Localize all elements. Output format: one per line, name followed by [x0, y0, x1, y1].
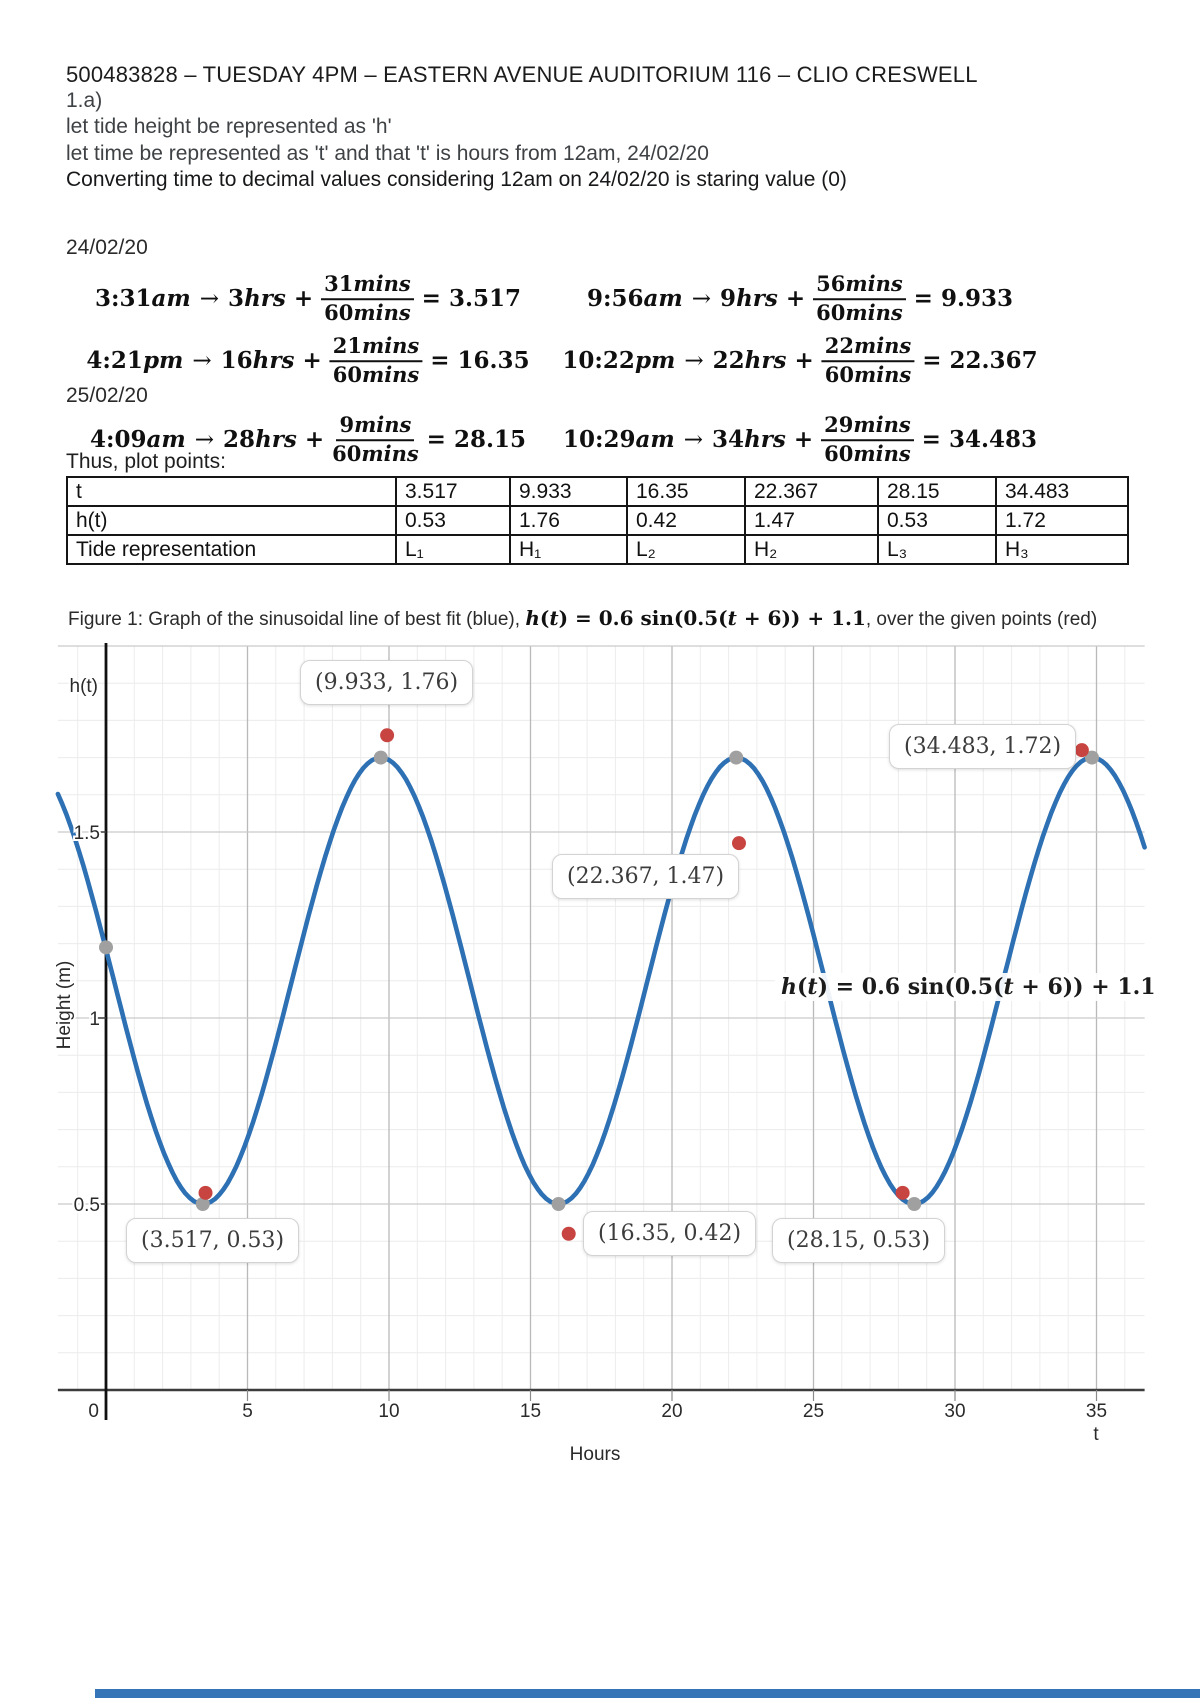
- red-data-point: [198, 1185, 213, 1200]
- time-conversion-equation: 10:29 am → 34 hrs +29mins 60mins = 34.483: [563, 412, 1037, 466]
- gray-curve-point: [195, 1197, 210, 1211]
- x-tick-label: 5: [242, 1401, 253, 1422]
- gray-curve-point: [99, 940, 113, 955]
- gray-curve-point: [551, 1197, 566, 1211]
- gray-curve-point: [1084, 750, 1099, 765]
- value-cell: L₃: [877, 534, 997, 565]
- value-cell: 16.35: [626, 476, 746, 507]
- best-fit-curve: [55, 755, 1147, 1207]
- y-axis-unit-title: Height (m): [54, 961, 75, 1050]
- value-cell: L₂: [626, 534, 746, 565]
- value-cell: H₁: [509, 534, 628, 565]
- time-conversion-equation: 3:31 am → 3 hrs +31mins 60mins = 3.517: [95, 271, 521, 325]
- x-tick-label: 25: [803, 1401, 824, 1422]
- point-label-card: (22.367, 1.47): [552, 854, 740, 899]
- tide-graph: h(t) 0.5 1 1.5 0 5 10 15 20 25 30 35 t Hours Height (m…: [0, 630, 1200, 1510]
- value-cell: L₁: [395, 534, 511, 565]
- figure-caption: Figure 1: Graph of the sinusoidal line o…: [68, 606, 1097, 631]
- time-conversion-equation: 10:22 pm → 22 hrs +22mins 60mins = 22.367: [562, 333, 1038, 387]
- value-cell: 9.933: [509, 476, 628, 507]
- plot-points-table: t 3.517 9.933 16.35 22.367 28.15 34.483 h(t) 0.5…: [66, 476, 1129, 565]
- gray-curve-point: [729, 750, 744, 765]
- y-tick-label: 1: [89, 1009, 100, 1030]
- date-label: 25/02/20: [66, 384, 148, 407]
- x-tick-label: 10: [378, 1401, 399, 1422]
- point-label-card: (16.35, 0.42): [583, 1211, 757, 1256]
- tide-graph-svg: h(t) 0.5 1 1.5 0 5 10 15 20 25 30 35t Hours Height (m…: [52, 643, 1147, 1467]
- x-tick-label: 0: [88, 1401, 99, 1422]
- point-label-card: (28.15, 0.53): [772, 1218, 946, 1263]
- function-equation-label: h(t) = 0.6 sin(0.5(t + 6)) + 1.1: [775, 973, 1162, 1001]
- value-cell: H₂: [744, 534, 879, 565]
- y-axis-title: h(t): [70, 676, 99, 697]
- point-label-card: (9.933, 1.76): [300, 660, 474, 705]
- conversion-note: Converting time to decimal values consid…: [66, 167, 847, 191]
- value-cell: 0.53: [395, 505, 511, 536]
- header-line: 500483828 – TUESDAY 4PM – EASTERN AVENUE…: [66, 62, 978, 87]
- value-cell: 1.72: [995, 505, 1129, 536]
- x-tick-label: 30: [944, 1401, 965, 1422]
- caption-math: h(t) = 0.6 sin(0.5(t + 6)) + 1.1: [525, 606, 866, 630]
- assumption-line-h: let tide height be represented as 'h': [66, 115, 392, 139]
- point-label-card: (3.517, 0.53): [126, 1218, 300, 1263]
- value-cell: 1.76: [509, 505, 628, 536]
- x-tick-label: 35: [1086, 1401, 1107, 1422]
- value-cell: 1.47: [744, 505, 879, 536]
- question-number: 1.a): [66, 89, 103, 113]
- value-cell: 34.483: [995, 476, 1129, 507]
- caption-suffix: , over the given points (red): [865, 609, 1098, 630]
- x-tick-label: 20: [661, 1401, 682, 1422]
- table-row: t 3.517 9.933 16.35 22.367 28.15 34.483: [66, 476, 1129, 507]
- value-cell: H₃: [995, 534, 1129, 565]
- value-cell: 28.15: [877, 476, 997, 507]
- time-conversion-equation: 4:21 pm → 16 hrs +21mins 60mins = 16.35: [86, 333, 530, 387]
- y-tick-label: 0.5: [74, 1195, 100, 1216]
- time-conversion-equation: 9:56 am → 9 hrs +56mins 60mins = 9.933: [587, 271, 1013, 325]
- red-data-point: [561, 1226, 576, 1241]
- table-intro: Thus, plot points:: [66, 450, 226, 473]
- red-data-point: [731, 836, 746, 851]
- value-cell: 3.517: [395, 476, 511, 507]
- assumption-line-t: let time be represented as 't' and that …: [66, 141, 709, 165]
- x-axis-title: Hours: [570, 1444, 621, 1465]
- x-axis-variable-label: t: [1093, 1424, 1099, 1445]
- row-label-cell: t: [66, 476, 397, 507]
- next-page-blue-strip: [95, 1689, 1200, 1698]
- table-row: h(t) 0.53 1.76 0.42 1.47 0.53 1.72: [66, 505, 1129, 536]
- gray-curve-point: [373, 750, 388, 765]
- row-label-cell: h(t): [66, 505, 397, 536]
- time-conversion-equation: 4:09 am → 28 hrs +9mins 60mins = 28.15: [90, 412, 526, 466]
- red-data-point: [895, 1185, 910, 1200]
- x-tick-label: 15: [520, 1401, 541, 1422]
- gray-curve-point: [907, 1197, 922, 1211]
- value-cell: 0.53: [877, 505, 997, 536]
- value-cell: 0.42: [626, 505, 746, 536]
- document-header: 500483828 – TUESDAY 4PM – EASTERN AVENUE…: [66, 62, 1156, 193]
- value-cell: 22.367: [744, 476, 879, 507]
- caption-prefix: Figure 1: Graph of the sinusoidal line o…: [68, 609, 526, 630]
- point-label-card: (34.483, 1.72): [889, 724, 1077, 769]
- row-label-cell: Tide representation: [66, 534, 397, 565]
- y-tick-label: 1.5: [74, 823, 100, 844]
- date-label: 24/02/20: [66, 236, 148, 259]
- red-data-point: [380, 728, 395, 743]
- red-data-point: [1074, 743, 1089, 758]
- table-row: Tide representation L₁ H₁ L₂ H₂ L₃ H₃: [66, 534, 1129, 565]
